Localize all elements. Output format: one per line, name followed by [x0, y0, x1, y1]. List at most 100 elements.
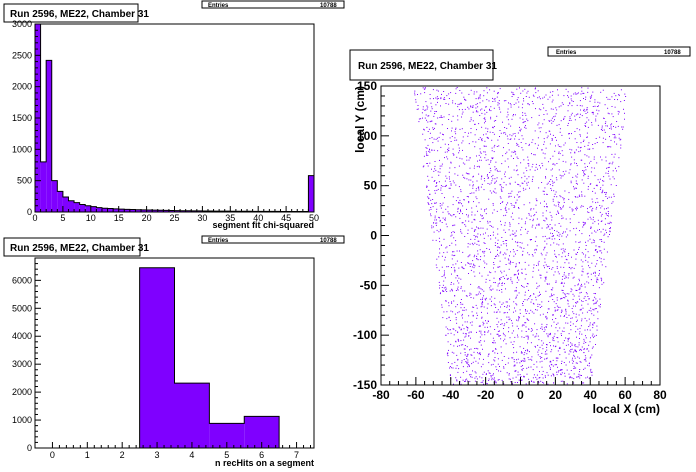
scatter-point [497, 379, 499, 381]
scatter-point [431, 137, 433, 139]
scatter-point [513, 158, 514, 159]
scatter-point [444, 272, 445, 274]
scatter-point [495, 161, 497, 163]
scatter-point [432, 226, 434, 228]
scatter-point [588, 365, 590, 367]
scatter-point [499, 260, 501, 262]
scatter-point [472, 106, 474, 108]
scatter-point [466, 355, 468, 357]
scatter-point [561, 363, 562, 364]
scatter-point [591, 313, 593, 315]
scatter-point [564, 190, 566, 192]
scatter-point [568, 314, 570, 316]
scatter-point [547, 206, 548, 208]
scatter-point [578, 278, 580, 280]
scatter-point [516, 362, 518, 364]
scatter-point [594, 302, 596, 304]
chi2-histogram: 0 5 10 15 20 25 30 35 40 45 5005001000150020002500… [12, 19, 319, 230]
scatter-point [518, 217, 520, 219]
scatter-point [471, 321, 473, 323]
scatter-point [508, 166, 509, 168]
local-xy-scatter: -80 -60 -40 -20 0 20 40 60 80-150-100-5005010015… [353, 79, 667, 416]
scatter-point [518, 145, 520, 147]
scatter-point [510, 261, 512, 263]
scatter-point [592, 299, 594, 301]
scatter-point [539, 307, 541, 308]
scatter-point [508, 373, 510, 375]
scatter-point [565, 170, 567, 172]
scatter-point [530, 209, 532, 211]
scatter-point [598, 105, 599, 107]
scatter-point [592, 308, 594, 310]
scatter-point [607, 167, 609, 169]
scatter-point [524, 358, 526, 360]
scatter-point [441, 124, 443, 126]
scatter-point [596, 106, 598, 107]
scatter-point [508, 177, 510, 179]
scatter-point [555, 177, 557, 179]
scatter-point [594, 249, 596, 251]
scatter-point [507, 202, 508, 204]
scatter-point [575, 258, 577, 260]
scatter-point [465, 99, 467, 101]
scatter-point [462, 366, 464, 368]
scatter-point [489, 131, 491, 133]
scatter-point [504, 306, 506, 307]
scatter-point [518, 101, 520, 103]
scatter-point [442, 290, 444, 292]
scatter-point [516, 156, 518, 158]
scatter-point [521, 379, 523, 381]
scatter-point [467, 233, 469, 234]
scatter-point [498, 370, 499, 372]
scatter-point [417, 108, 419, 110]
scatter-point [555, 318, 557, 319]
x-tick-label: 0 [517, 388, 524, 402]
scatter-point [466, 196, 468, 197]
x-tick-label: -80 [372, 388, 390, 402]
scatter-point [543, 138, 545, 140]
x-tick-label: 3 [155, 450, 160, 460]
scatter-point [481, 140, 483, 142]
scatter-point [540, 327, 542, 329]
scatter-point [499, 301, 501, 303]
scatter-point [603, 180, 605, 182]
scatter-point [544, 261, 546, 263]
scatter-point [590, 371, 592, 373]
scatter-point [477, 98, 479, 100]
scatter-point [533, 374, 535, 376]
scatter-point [561, 297, 563, 299]
scatter-point [578, 314, 580, 316]
scatter-point [547, 135, 549, 137]
scatter-point [517, 382, 518, 383]
scatter-point [621, 126, 623, 128]
scatter-point [494, 304, 496, 306]
scatter-point [520, 128, 522, 130]
scatter-point [575, 196, 577, 198]
scatter-point [521, 226, 523, 228]
scatter-point [582, 226, 584, 228]
scatter-point [551, 122, 553, 124]
scatter-point [475, 104, 477, 106]
scatter-point [502, 201, 504, 203]
scatter-point [490, 106, 492, 108]
scatter-point [580, 348, 582, 350]
scatter-point [511, 190, 513, 192]
scatter-point [582, 312, 584, 314]
scatter-point [436, 189, 438, 191]
scatter-point [562, 217, 564, 219]
scatter-point [587, 126, 589, 128]
scatter-point [546, 324, 548, 326]
scatter-point [422, 166, 424, 168]
scatter-point [551, 364, 553, 366]
scatter-point [541, 328, 543, 330]
scatter-point [431, 149, 433, 151]
scatter-point [601, 213, 603, 215]
scatter-point [575, 316, 577, 318]
scatter-point [605, 156, 607, 158]
scatter-point [497, 228, 499, 230]
scatter-point [555, 364, 557, 366]
scatter-point [508, 319, 510, 321]
scatter-point [472, 176, 474, 178]
scatter-point [506, 211, 508, 213]
scatter-point [542, 165, 544, 167]
